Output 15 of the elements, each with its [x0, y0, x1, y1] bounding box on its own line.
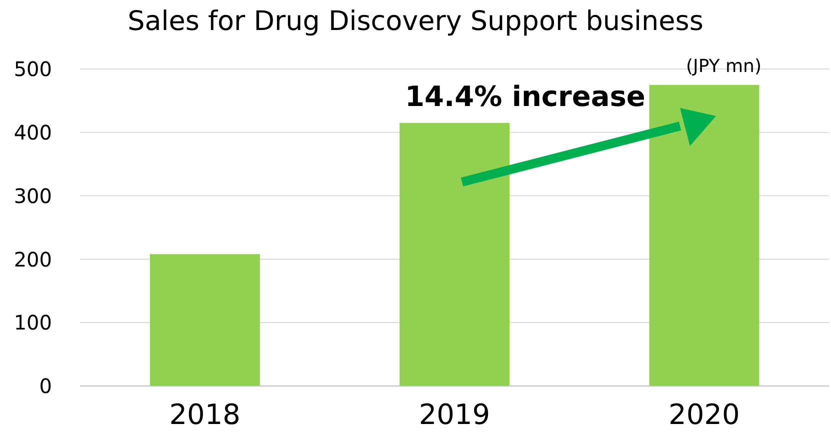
chart-title: Sales for Drug Discovery Support business — [126, 6, 704, 37]
y-tick-label: 0 — [39, 374, 52, 398]
y-tick-label: 500 — [14, 57, 52, 82]
y-tick-label: 400 — [14, 120, 52, 144]
bar — [400, 122, 510, 386]
y-tick-label: 200 — [14, 247, 52, 272]
annotation: 14.4% increase — [405, 80, 646, 113]
x-tick-label: 2019 — [418, 398, 490, 431]
x-tick-label: 2020 — [668, 398, 740, 431]
annotation: (JPY mn) — [686, 56, 762, 77]
x-tick-label: 2018 — [169, 398, 240, 431]
bar — [150, 254, 260, 386]
y-tick-label: 300 — [14, 184, 52, 208]
y-tick-label: 100 — [14, 310, 52, 335]
bar — [649, 84, 760, 386]
